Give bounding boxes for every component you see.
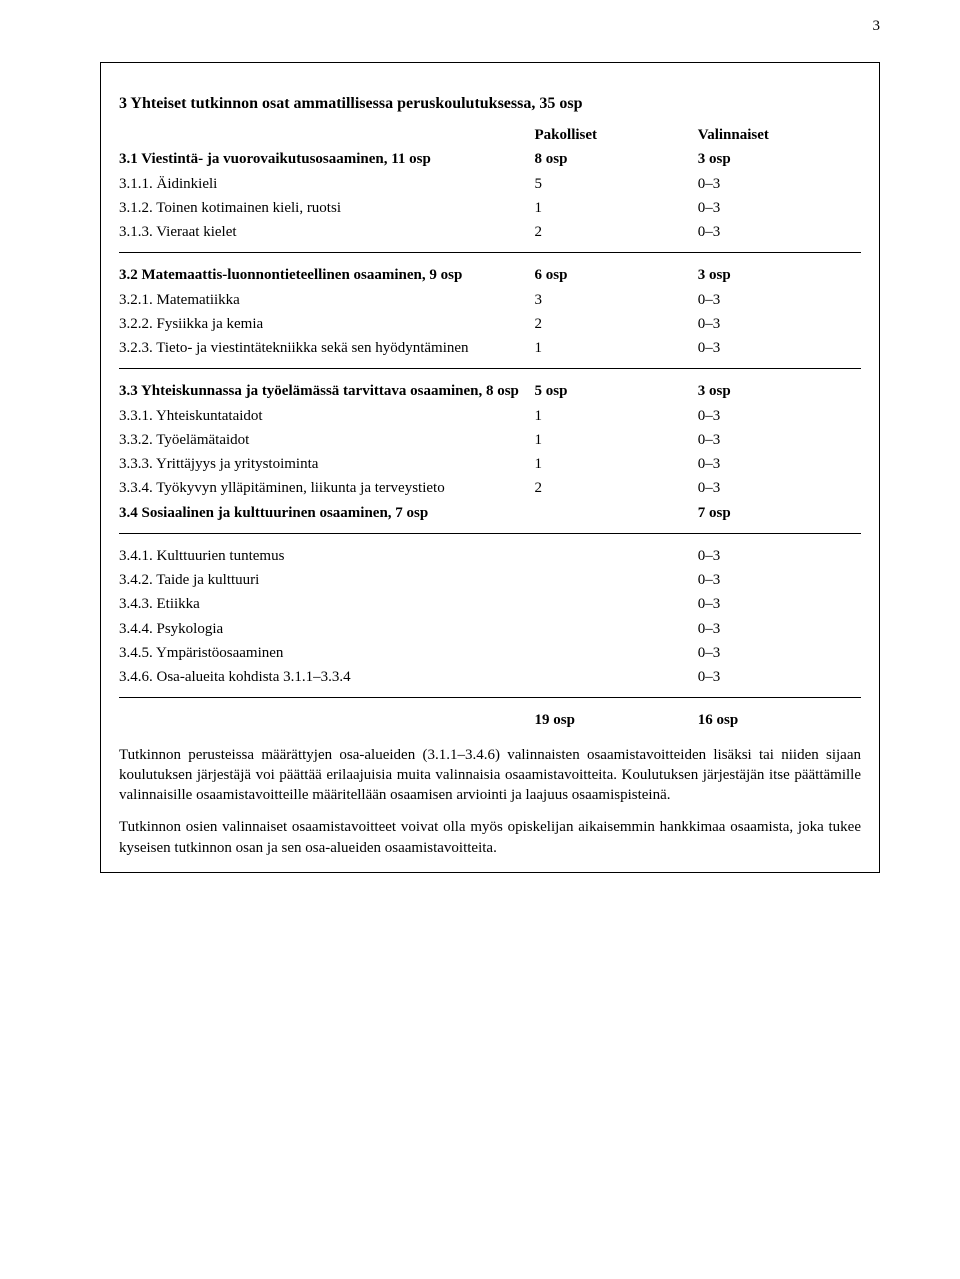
table-row: 3.4.3. Etiikka 0–3 xyxy=(119,592,861,616)
paragraph-1: Tutkinnon perusteissa määrättyjen osa-al… xyxy=(119,745,861,806)
table-row: 3.3.1. Yhteiskuntataidot 1 0–3 xyxy=(119,404,861,428)
s31-b: 3 osp xyxy=(698,147,861,171)
header-pakolliset: Pakolliset xyxy=(535,123,698,147)
s33-title: 3.3 Yhteiskunnassa ja työelämässä tarvit… xyxy=(119,379,535,403)
total-pakolliset: 19 osp xyxy=(535,708,698,732)
s31-title: 3.1 Viestintä- ja vuorovaikutusosaaminen… xyxy=(119,147,535,171)
table-row: 3.4.4. Psykologia 0–3 xyxy=(119,617,861,641)
table-row: 3.4.5. Ympäristöosaaminen 0–3 xyxy=(119,641,861,665)
table-row: 3.2.3. Tieto- ja viestintätekniikka sekä… xyxy=(119,336,861,360)
page-number: 3 xyxy=(873,18,881,35)
s33-b: 3 osp xyxy=(698,379,861,403)
s31-a: 8 osp xyxy=(535,147,698,171)
curriculum-box: 3 Yhteiset tutkinnon osat ammatillisessa… xyxy=(100,62,880,873)
s32-a: 6 osp xyxy=(535,263,698,287)
table-totals: 19 osp 16 osp xyxy=(119,708,861,732)
divider xyxy=(119,533,861,534)
total-valinnaiset: 16 osp xyxy=(698,708,861,732)
table-row: 3.4.6. Osa-alueita kohdista 3.1.1–3.3.4 … xyxy=(119,665,861,689)
s32-b: 3 osp xyxy=(698,263,861,287)
table-row: 3.2.1. Matematiikka 3 0–3 xyxy=(119,288,861,312)
divider xyxy=(119,697,861,698)
table-row: 3.3.4. Työkyvyn ylläpitäminen, liikunta … xyxy=(119,476,861,500)
table-3-4: 3.4.1. Kulttuurien tuntemus 0–3 3.4.2. T… xyxy=(119,544,861,690)
table-row: 3.1.2. Toinen kotimainen kieli, ruotsi 1… xyxy=(119,196,861,220)
table-row: 3.1.1. Äidinkieli 5 0–3 xyxy=(119,172,861,196)
table-row: 3.1.3. Vieraat kielet 2 0–3 xyxy=(119,220,861,244)
paragraph-2: Tutkinnon osien valinnaiset osaamistavoi… xyxy=(119,817,861,858)
s32-title: 3.2 Matemaattis-luonnontieteellinen osaa… xyxy=(119,263,535,287)
divider xyxy=(119,252,861,253)
s33-a: 5 osp xyxy=(535,379,698,403)
s34-b: 7 osp xyxy=(698,501,861,525)
table-3-3: 3.3 Yhteiskunnassa ja työelämässä tarvit… xyxy=(119,379,861,525)
table-row: 3.4.1. Kulttuurien tuntemus 0–3 xyxy=(119,544,861,568)
table-3-2: 3.2 Matemaattis-luonnontieteellinen osaa… xyxy=(119,263,861,360)
table-row: 3.3.2. Työelämätaidot 1 0–3 xyxy=(119,428,861,452)
table-row: 3.2.2. Fysiikka ja kemia 2 0–3 xyxy=(119,312,861,336)
page: 3 3 Yhteiset tutkinnon osat ammatillises… xyxy=(0,0,960,1279)
table-3-1: Pakolliset Valinnaiset 3.1 Viestintä- ja… xyxy=(119,123,861,244)
header-valinnaiset: Valinnaiset xyxy=(698,123,861,147)
box-title: 3 Yhteiset tutkinnon osat ammatillisessa… xyxy=(119,95,861,113)
table-row: 3.3.3. Yrittäjyys ja yritystoiminta 1 0–… xyxy=(119,452,861,476)
divider xyxy=(119,368,861,369)
table-row: 3.4.2. Taide ja kulttuuri 0–3 xyxy=(119,568,861,592)
s34-title: 3.4 Sosiaalinen ja kulttuurinen osaamine… xyxy=(119,501,535,525)
